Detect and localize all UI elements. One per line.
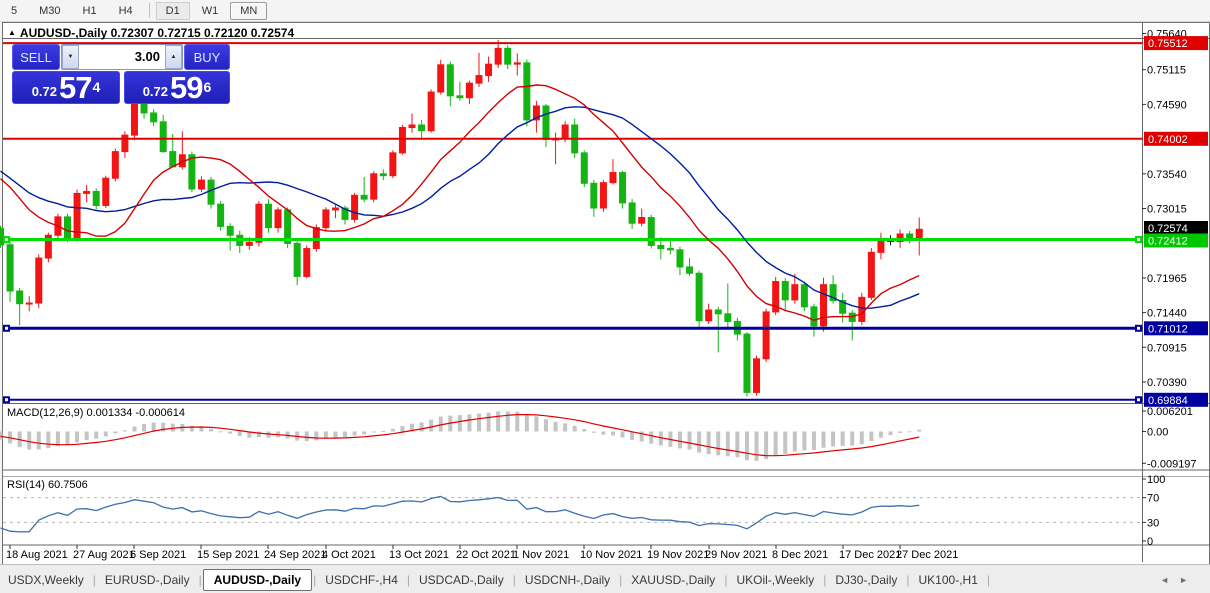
svg-text:0.006201: 0.006201: [1147, 406, 1193, 418]
tab-separator: |: [406, 572, 411, 587]
buy-price[interactable]: 0.72 59 6: [124, 71, 230, 104]
tab-audusd-daily[interactable]: AUDUSD-,Daily: [202, 568, 313, 591]
svg-text:-0.009197: -0.009197: [1147, 458, 1197, 470]
timeframe-button-d1[interactable]: D1: [155, 1, 190, 20]
volume-input[interactable]: 3.00: [134, 49, 160, 64]
timeframe-button-mn[interactable]: MN: [230, 1, 268, 20]
timeframe-button-h4[interactable]: H4: [118, 4, 133, 17]
volume-spinner: ▼ 3.00 ▲: [61, 44, 183, 70]
chart-ohlc-text: AUDUSD-,Daily 0.72307 0.72715 0.72120 0.…: [19, 26, 295, 40]
buy-price-prefix: 0.72: [142, 84, 169, 99]
tab-separator: |: [724, 572, 728, 587]
svg-text:0.69884: 0.69884: [1148, 395, 1188, 407]
svg-text:10 Nov 2021: 10 Nov 2021: [580, 549, 642, 561]
svg-text:0.73015: 0.73015: [1147, 204, 1187, 216]
tab-ukoil-weekly[interactable]: UKOil-,Weekly: [736, 572, 815, 587]
sell-price-prefix: 0.72: [31, 84, 58, 99]
svg-text:0.70390: 0.70390: [1147, 377, 1187, 389]
svg-text:0.71440: 0.71440: [1147, 308, 1187, 320]
tab-scroll-arrows[interactable]: ◄►: [1160, 574, 1198, 585]
svg-text:15 Sep 2021: 15 Sep 2021: [197, 549, 259, 561]
tab-separator: |: [986, 572, 990, 587]
tab-separator: |: [313, 572, 317, 587]
svg-text:0: 0: [1147, 536, 1153, 548]
svg-text:6 Sep 2021: 6 Sep 2021: [130, 549, 186, 561]
tab-usdcnh-daily[interactable]: USDCNH-,Daily: [524, 572, 611, 587]
svg-text:0.00: 0.00: [1147, 427, 1168, 439]
one-click-trading-panel: SELL ▼ 3.00 ▲ BUY 0.72 57 4 0.72 59 6: [12, 44, 230, 104]
svg-text:4 Oct 2021: 4 Oct 2021: [322, 549, 376, 561]
chart-title: ▲ AUDUSD-,Daily 0.72307 0.72715 0.72120 0…: [8, 26, 294, 40]
toolbar-separator: [148, 3, 150, 18]
svg-text:0.71965: 0.71965: [1147, 273, 1187, 285]
tab-xauusd-daily[interactable]: XAUUSD-,Daily: [631, 572, 716, 587]
sell-price-pip: 4: [92, 79, 101, 95]
svg-text:22 Oct 2021: 22 Oct 2021: [456, 549, 516, 561]
svg-text:0.72412: 0.72412: [1148, 236, 1188, 248]
svg-text:1 Nov 2021: 1 Nov 2021: [513, 549, 569, 561]
rsi-indicator-label: RSI(14) 60.7506: [7, 479, 88, 491]
tab-separator: |: [198, 572, 202, 587]
svg-text:24 Sep 2021: 24 Sep 2021: [264, 549, 326, 561]
sell-button[interactable]: SELL: [12, 44, 60, 70]
svg-text:8 Dec 2021: 8 Dec 2021: [772, 549, 828, 561]
svg-text:0.71012: 0.71012: [1148, 323, 1188, 335]
tab-separator: |: [512, 572, 516, 587]
volume-increase-icon[interactable]: ▲: [165, 45, 182, 69]
tab-usdx-weekly[interactable]: USDX,Weekly: [8, 572, 84, 587]
tab-separator: |: [619, 572, 623, 587]
svg-text:18 Aug 2021: 18 Aug 2021: [6, 549, 68, 561]
svg-text:17 Dec 2021: 17 Dec 2021: [839, 549, 901, 561]
svg-text:0.75115: 0.75115: [1147, 65, 1186, 77]
svg-text:100: 100: [1147, 474, 1165, 486]
svg-text:70: 70: [1147, 493, 1159, 505]
tab-separator: |: [823, 572, 827, 587]
svg-text:27 Dec 2021: 27 Dec 2021: [896, 549, 958, 561]
svg-text:0.70915: 0.70915: [1147, 342, 1187, 354]
timeframe-button-h1[interactable]: H1: [82, 4, 97, 17]
svg-text:0.74002: 0.74002: [1148, 134, 1188, 146]
tab-eurusd-daily[interactable]: EURUSD-,Daily: [104, 572, 190, 587]
svg-text:0.73540: 0.73540: [1147, 169, 1187, 181]
tab-dj30-daily[interactable]: DJ30-,Daily: [835, 572, 898, 587]
tab-usdchf-h4[interactable]: USDCHF-,H4: [325, 572, 398, 587]
timeframe-button-m30[interactable]: M30: [39, 4, 61, 17]
tab-separator: |: [906, 572, 910, 587]
timeframe-toolbar: 5 M30 H1 H4 D1 W1 MN: [0, 0, 1210, 22]
symbol-tabbar: USDX,Weekly | EURUSD-,Daily | AUDUSD-,Daily |…: [0, 564, 1210, 593]
svg-text:0.74590: 0.74590: [1147, 99, 1187, 111]
tab-uk100-h1[interactable]: UK100-,H1: [918, 572, 978, 587]
tab-usdcad-daily[interactable]: USDCAD-,Daily: [419, 572, 504, 587]
buy-price-pip: 6: [203, 79, 212, 95]
svg-text:30: 30: [1147, 517, 1159, 529]
collapse-triangle-icon[interactable]: ▲: [8, 28, 16, 37]
sell-price-big: 57: [59, 70, 92, 105]
svg-text:29 Nov 2021: 29 Nov 2021: [705, 549, 767, 561]
svg-text:19 Nov 2021: 19 Nov 2021: [647, 549, 709, 561]
macd-indicator-label: MACD(12,26,9) 0.001334 -0.000614: [7, 407, 185, 419]
svg-text:27 Aug 2021: 27 Aug 2021: [73, 549, 135, 561]
svg-text:0.75512: 0.75512: [1148, 38, 1188, 50]
svg-text:0.72574: 0.72574: [1148, 223, 1188, 235]
timeframe-button-5[interactable]: 5: [11, 4, 18, 17]
sell-price[interactable]: 0.72 57 4: [12, 71, 120, 104]
buy-price-big: 59: [170, 70, 203, 105]
timeframe-button-w1[interactable]: W1: [201, 4, 219, 17]
buy-button[interactable]: BUY: [184, 44, 230, 70]
svg-text:13 Oct 2021: 13 Oct 2021: [389, 549, 449, 561]
tab-separator: |: [92, 572, 96, 587]
volume-decrease-icon[interactable]: ▼: [62, 45, 79, 69]
